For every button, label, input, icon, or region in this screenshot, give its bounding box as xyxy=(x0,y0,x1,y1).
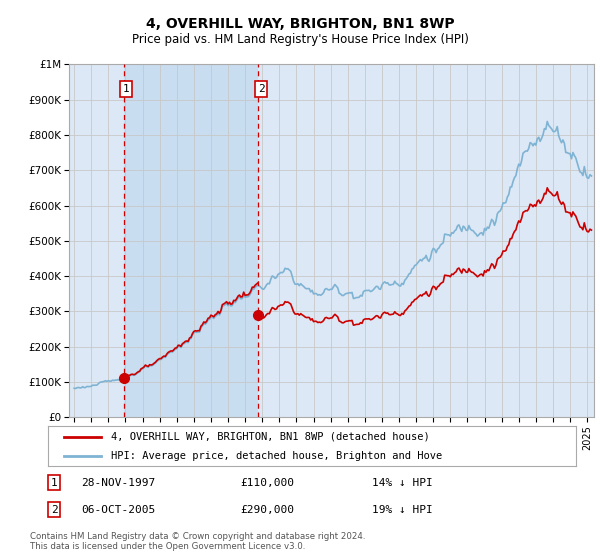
Text: 1: 1 xyxy=(123,84,130,94)
Text: 1: 1 xyxy=(50,478,58,488)
Text: 14% ↓ HPI: 14% ↓ HPI xyxy=(372,478,433,488)
Text: 2: 2 xyxy=(50,505,58,515)
Text: Price paid vs. HM Land Registry's House Price Index (HPI): Price paid vs. HM Land Registry's House … xyxy=(131,32,469,46)
Bar xyxy=(124,64,259,417)
Text: 06-OCT-2005: 06-OCT-2005 xyxy=(81,505,155,515)
Text: £110,000: £110,000 xyxy=(240,478,294,488)
Text: 2: 2 xyxy=(257,84,265,94)
Text: £290,000: £290,000 xyxy=(240,505,294,515)
Text: HPI: Average price, detached house, Brighton and Hove: HPI: Average price, detached house, Brig… xyxy=(112,451,443,461)
Text: 28-NOV-1997: 28-NOV-1997 xyxy=(81,478,155,488)
Text: 19% ↓ HPI: 19% ↓ HPI xyxy=(372,505,433,515)
Text: 4, OVERHILL WAY, BRIGHTON, BN1 8WP: 4, OVERHILL WAY, BRIGHTON, BN1 8WP xyxy=(146,16,454,30)
Text: 4, OVERHILL WAY, BRIGHTON, BN1 8WP (detached house): 4, OVERHILL WAY, BRIGHTON, BN1 8WP (deta… xyxy=(112,432,430,442)
Text: Contains HM Land Registry data © Crown copyright and database right 2024.
This d: Contains HM Land Registry data © Crown c… xyxy=(30,532,365,552)
